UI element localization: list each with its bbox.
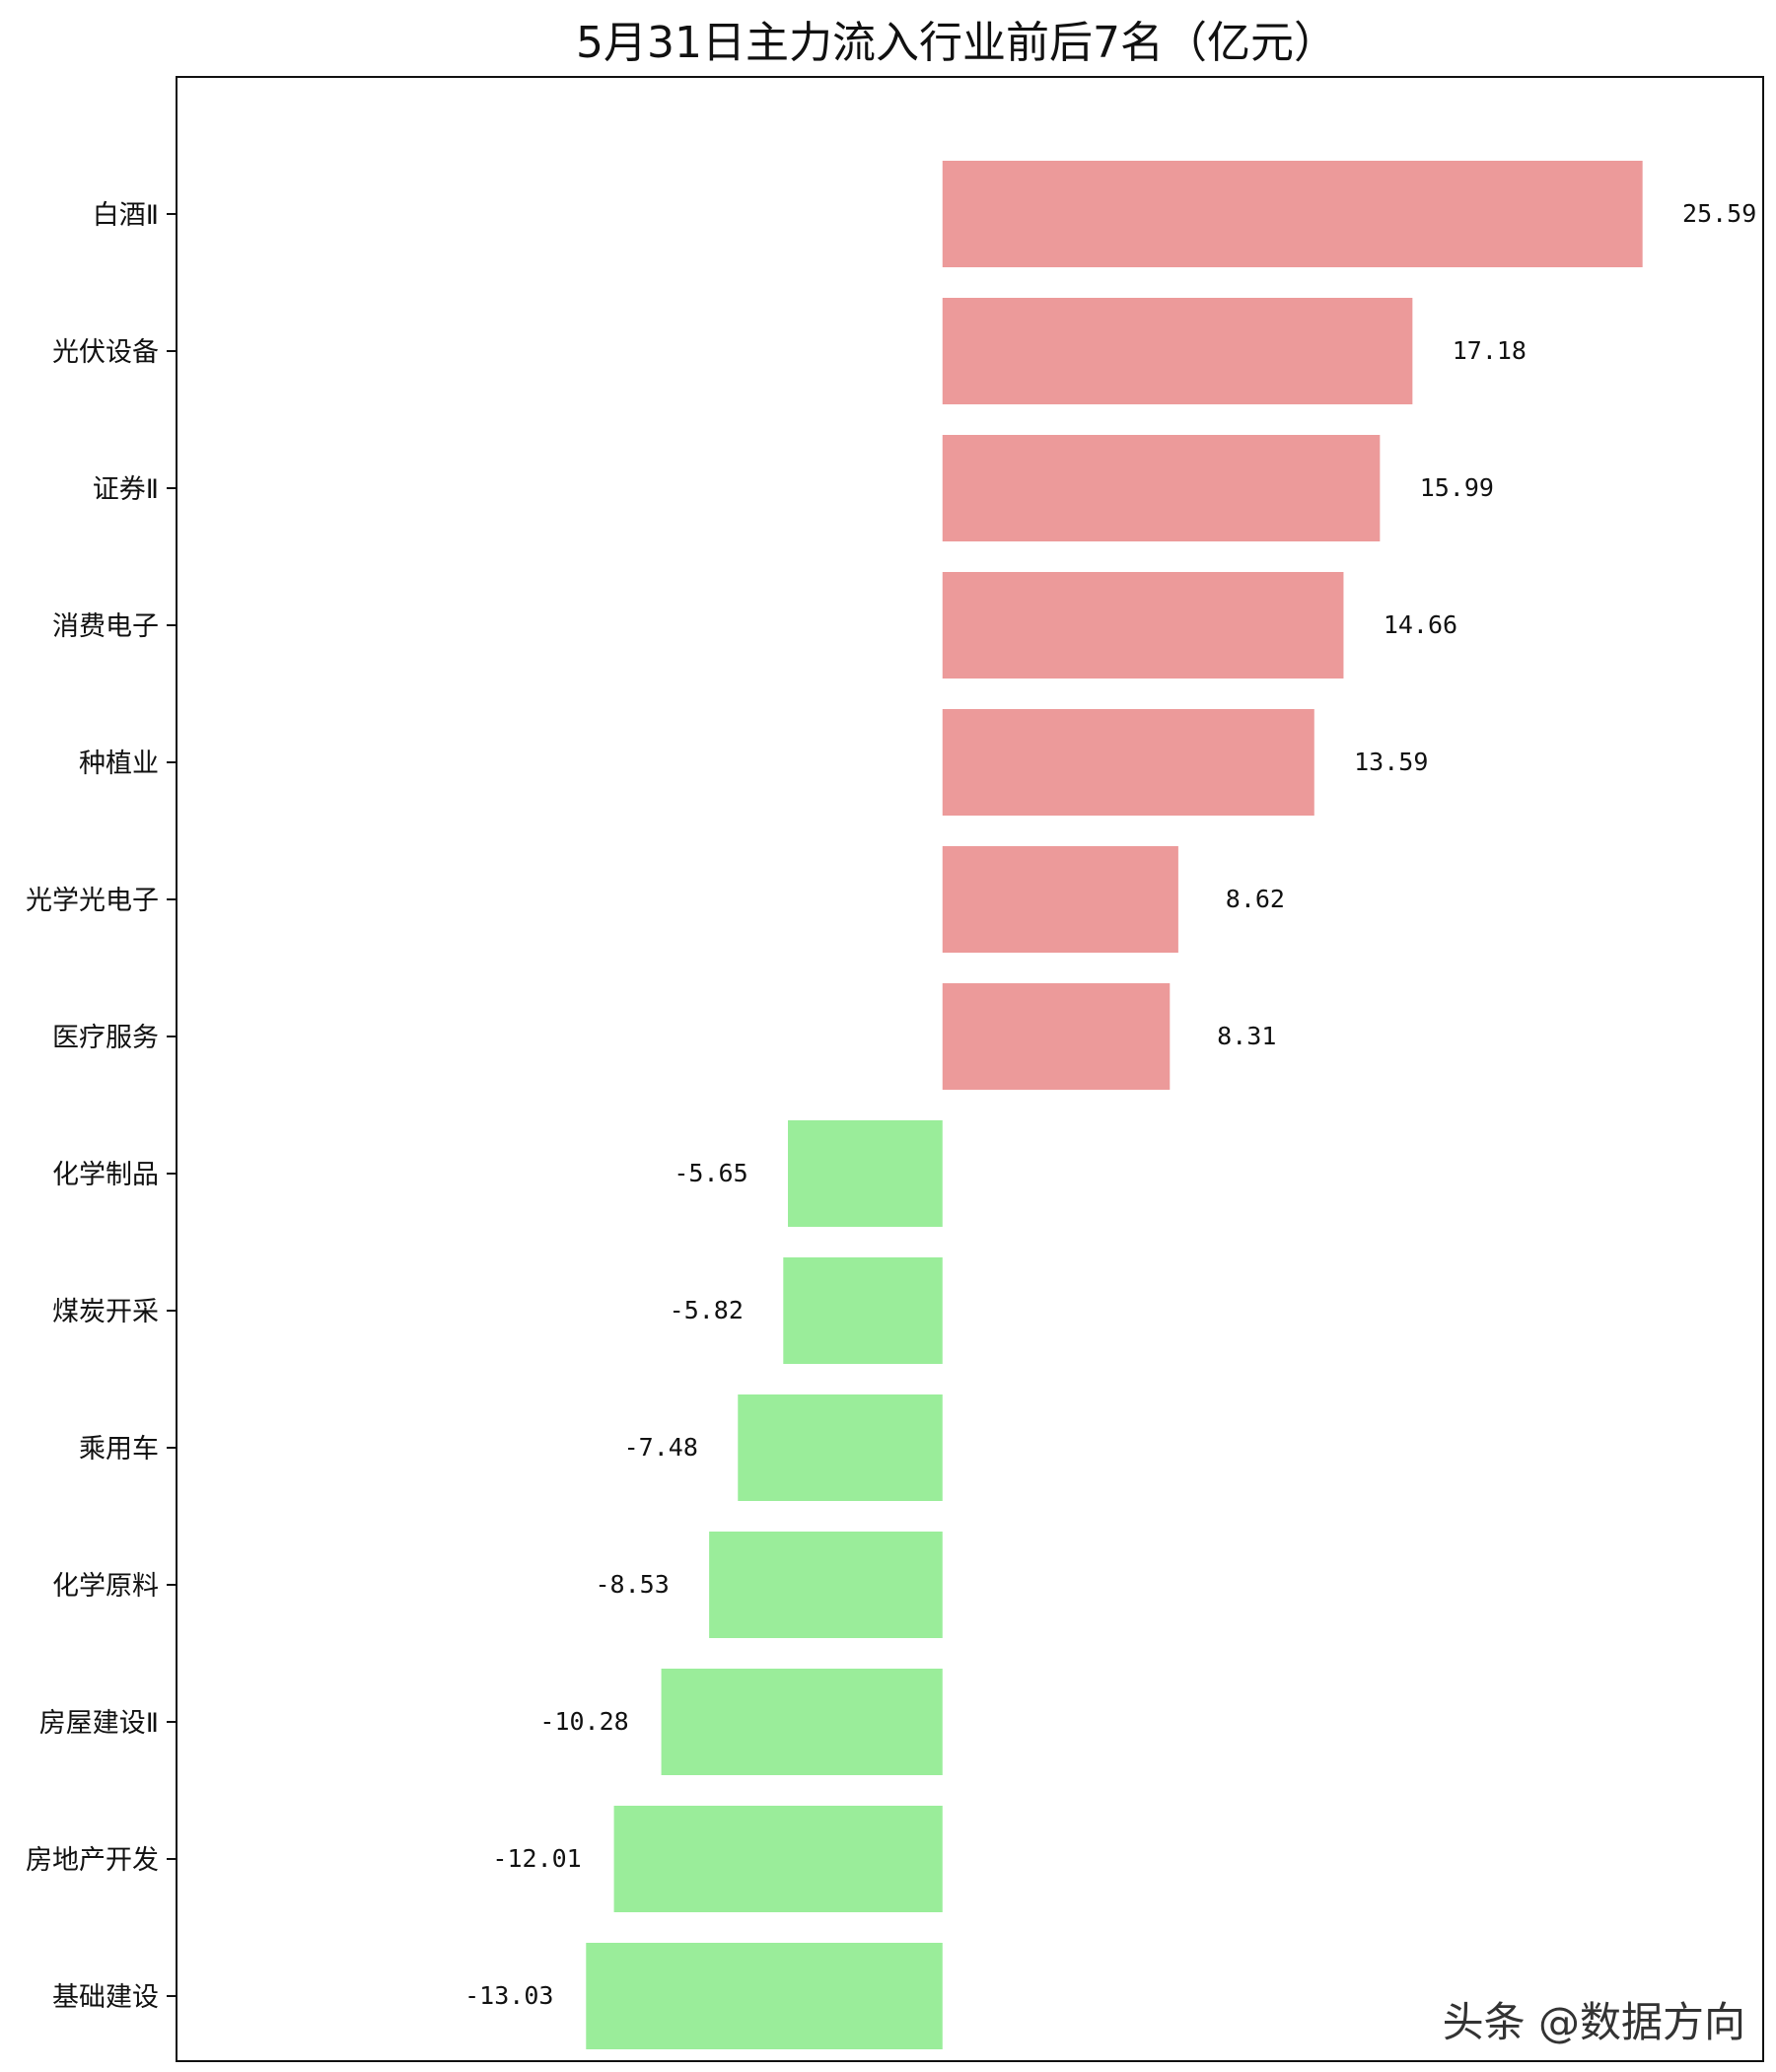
- bar-10: [709, 1532, 943, 1638]
- data-label-13: -13.03: [464, 1981, 553, 2010]
- data-label-8: -5.82: [670, 1296, 744, 1324]
- bar-13: [586, 1943, 943, 2049]
- data-label-9: -7.48: [624, 1433, 698, 1462]
- bar-3: [942, 572, 1344, 679]
- data-label-1: 17.18: [1453, 336, 1527, 365]
- y-tick-label-5: 光学光电子: [26, 886, 159, 916]
- data-label-6: 8.31: [1217, 1022, 1276, 1050]
- data-label-12: -12.01: [492, 1844, 581, 1873]
- bar-6: [942, 983, 1171, 1090]
- bar-12: [613, 1806, 943, 1912]
- plot-area-frame: [176, 76, 1764, 2062]
- bar-5: [942, 846, 1178, 953]
- data-labels-layer: 25.59 17.18 15.99 14.66 13.59 8.62 8.31 -5.65 -5…: [464, 199, 1756, 2010]
- y-tick-label-13: 基础建设: [52, 1982, 159, 2013]
- chart-title: 5月31日主力流入行业前后7名（亿元）: [576, 18, 1337, 68]
- y-tick-label-9: 乘用车: [79, 1434, 159, 1465]
- y-tick-label-12: 房地产开发: [26, 1845, 159, 1876]
- bar-1: [942, 298, 1413, 404]
- bar-0: [942, 161, 1643, 267]
- bar-9: [738, 1394, 943, 1501]
- data-label-2: 15.99: [1420, 473, 1494, 502]
- y-tick-label-2: 证券Ⅱ: [93, 474, 159, 505]
- bar-2: [942, 435, 1381, 541]
- bar-4: [942, 709, 1314, 816]
- bar-8: [783, 1257, 943, 1364]
- data-label-10: -8.53: [595, 1570, 669, 1599]
- y-tick-label-11: 房屋建设Ⅱ: [39, 1708, 159, 1739]
- watermark-text: 头条 @数据方向: [1443, 1998, 1745, 2046]
- y-tick-label-4: 种植业: [79, 749, 159, 779]
- data-label-4: 13.59: [1354, 748, 1428, 776]
- bars-layer: [586, 161, 1643, 2049]
- y-tick-label-8: 煤炭开采: [52, 1297, 159, 1327]
- y-tick-label-0: 白酒Ⅱ: [93, 200, 159, 231]
- data-label-5: 8.62: [1226, 885, 1285, 913]
- bar-11: [661, 1669, 943, 1775]
- data-label-7: -5.65: [674, 1159, 747, 1187]
- y-tick-label-6: 医疗服务: [52, 1023, 159, 1053]
- y-tick-label-3: 消费电子: [52, 611, 159, 642]
- data-label-11: -10.28: [539, 1707, 628, 1736]
- data-label-0: 25.59: [1682, 199, 1756, 228]
- y-tick-label-1: 光伏设备: [52, 337, 159, 368]
- data-label-3: 14.66: [1384, 610, 1457, 639]
- y-tick-label-7: 化学制品: [52, 1160, 159, 1190]
- y-tick-label-10: 化学原料: [52, 1571, 159, 1602]
- bar-7: [788, 1120, 943, 1227]
